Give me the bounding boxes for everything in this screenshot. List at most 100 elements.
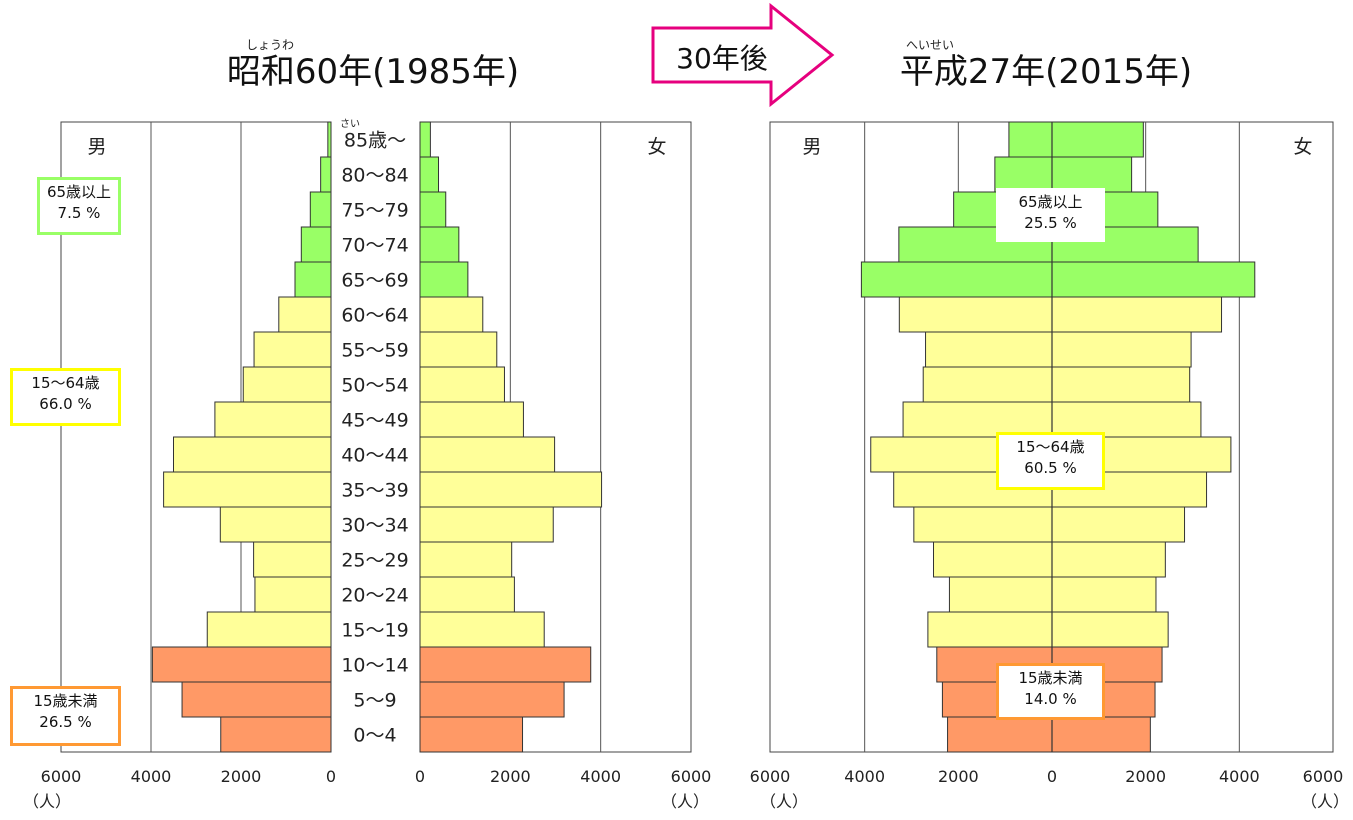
age-label-1985: 10〜14 (341, 655, 408, 677)
tick-label-1985: 2000 (221, 767, 262, 786)
age-label-1985: 15〜19 (341, 620, 408, 642)
working-share-box-1985: 15〜64歳 66.0 % (10, 368, 121, 426)
tick-label-1985: 6000 (41, 767, 82, 786)
bar-male-2015 (925, 331, 1053, 368)
age-label-1985: 70〜74 (341, 235, 408, 257)
tick-label-2015: 0 (1047, 767, 1057, 786)
bar-female-2015 (1051, 541, 1166, 578)
bar-female-2015 (1051, 261, 1256, 298)
bar-male-2015 (902, 401, 1053, 438)
tick-label-1985: 0 (415, 767, 425, 786)
bar-male-1985 (214, 401, 332, 438)
tick-label-2015: 2000 (938, 767, 979, 786)
tick-label-2015: 2000 (1125, 767, 1166, 786)
age-label-1985: 55〜59 (341, 340, 408, 362)
unit-label-right-1985: （人） (661, 792, 709, 811)
bar-female-2015 (1051, 156, 1133, 193)
bar-female-2015 (1051, 331, 1192, 368)
child-box-label-2015: 15歳未満 (1018, 669, 1083, 687)
bar-male-2015 (913, 506, 1053, 543)
unit-label-left-1985: （人） (23, 792, 71, 811)
bar-female-1985 (419, 156, 440, 193)
tick-label-1985: 0 (326, 767, 336, 786)
unit-label-right-2015: （人） (1301, 792, 1349, 811)
bar-male-1985 (173, 436, 332, 473)
bar-male-1985 (327, 121, 332, 158)
age-label-1985: 65〜69 (341, 270, 408, 292)
bar-female-2015 (1051, 716, 1151, 753)
title-2015: 平成27年(2015年) (900, 52, 1192, 92)
bar-male-1985 (219, 506, 332, 543)
senior-box-value-1985: 7.5 % (57, 204, 101, 222)
age-label-1985: 30〜34 (341, 515, 408, 537)
bar-female-2015 (1051, 506, 1186, 543)
side-label-female-1985: 女 (647, 136, 666, 158)
age-label-1985: 35〜39 (341, 480, 408, 502)
bar-male-1985 (242, 366, 332, 403)
bar-female-1985 (419, 681, 565, 718)
bar-male-1985 (206, 611, 332, 648)
bar-female-1985 (419, 401, 524, 438)
bar-male-1985 (253, 331, 332, 368)
bar-female-2015 (1051, 296, 1223, 333)
tick-label-1985: 4000 (131, 767, 172, 786)
bar-female-2015 (1051, 121, 1144, 158)
working-box-label-1985: 15〜64歳 (31, 374, 100, 392)
bar-male-2015 (1008, 121, 1053, 158)
bar-female-1985 (419, 296, 484, 333)
child-share-box-1985: 15歳未満 26.5 % (10, 686, 121, 746)
arrow-shape (651, 2, 835, 108)
bar-male-1985 (309, 191, 332, 228)
age-label-1985: 50〜54 (341, 375, 408, 397)
bar-female-1985 (419, 436, 556, 473)
title-1985-ruby: しょうわ (246, 38, 294, 52)
bar-female-1985 (419, 331, 498, 368)
bar-female-1985 (419, 541, 513, 578)
bar-female-1985 (419, 611, 545, 648)
bar-male-1985 (163, 471, 332, 508)
bar-female-1985 (419, 646, 592, 683)
child-box-label-1985: 15歳未満 (33, 692, 98, 710)
bar-male-2015 (922, 366, 1053, 403)
bar-male-1985 (253, 541, 332, 578)
bar-female-2015 (1051, 576, 1157, 613)
bar-female-1985 (419, 471, 603, 508)
bar-male-2015 (994, 156, 1053, 193)
tick-label-1985: 6000 (671, 767, 712, 786)
side-label-female-2015: 女 (1293, 136, 1312, 158)
working-box-value-1985: 66.0 % (39, 395, 92, 413)
bar-male-2015 (860, 261, 1053, 298)
bar-female-2015 (1051, 611, 1169, 648)
bar-female-1985 (419, 121, 431, 158)
bar-female-1985 (419, 576, 515, 613)
bar-male-2015 (898, 296, 1053, 333)
working-box-value-2015: 60.5 % (1024, 459, 1077, 477)
working-share-box-2015: 15〜64歳 60.5 % (996, 432, 1105, 490)
child-box-value-2015: 14.0 % (1024, 690, 1077, 708)
tick-label-1985: 4000 (580, 767, 621, 786)
tick-label-2015: 4000 (844, 767, 885, 786)
bar-female-1985 (419, 261, 469, 298)
bar-male-1985 (220, 716, 332, 753)
senior-box-label-2015: 65歳以上 (1018, 193, 1083, 211)
bar-male-1985 (294, 261, 332, 298)
tick-label-1985: 2000 (490, 767, 531, 786)
bar-male-1985 (181, 681, 332, 718)
child-box-value-1985: 26.5 % (39, 713, 92, 731)
bar-male-2015 (933, 541, 1053, 578)
age-label-1985: 45〜49 (341, 410, 408, 432)
age-label-1985: 5〜9 (353, 690, 396, 712)
side-label-male-1985: 男 (87, 136, 106, 158)
age-label-1985: 60〜64 (341, 305, 408, 327)
bar-female-2015 (1051, 401, 1202, 438)
working-box-label-2015: 15〜64歳 (1016, 438, 1085, 456)
bar-male-2015 (948, 576, 1053, 613)
senior-share-box-2015: 65歳以上 25.5 % (996, 188, 1105, 242)
senior-box-label-1985: 65歳以上 (46, 183, 112, 201)
bar-female-1985 (419, 716, 524, 753)
title-2015-ruby: へいせい (906, 38, 954, 52)
bar-female-1985 (419, 366, 505, 403)
age-label-1985: 85歳〜 (344, 130, 406, 152)
age-ruby: さい (340, 118, 360, 130)
